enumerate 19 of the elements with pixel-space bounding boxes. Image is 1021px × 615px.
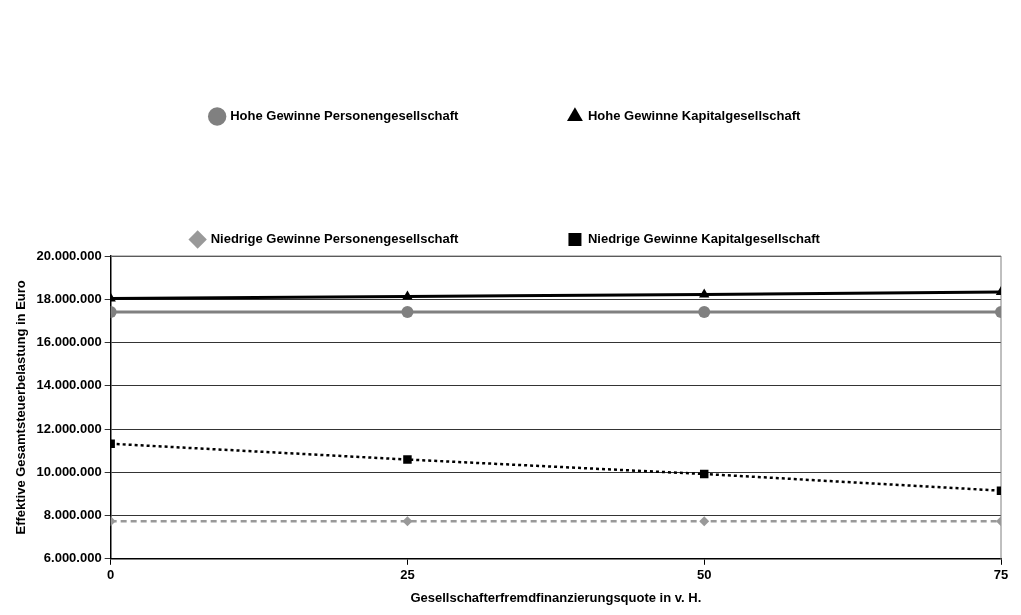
y-tick-label: 14.000.000 bbox=[36, 377, 102, 393]
y-tick-label: 18.000.000 bbox=[36, 290, 102, 306]
legend-label: Hohe Gewinne Personengesellschaft bbox=[230, 108, 460, 124]
point bbox=[403, 455, 412, 464]
y-tick-label: 6.000.000 bbox=[43, 550, 102, 566]
x-tick-label: 25 bbox=[400, 567, 415, 583]
y-tick-label: 10.000.000 bbox=[36, 463, 102, 479]
legend-label: Niedrige Gewinne Personengesellschaft bbox=[210, 231, 460, 247]
legend-label: Hohe Gewinne Kapitalgesellschaft bbox=[587, 108, 802, 124]
y-tick-label: 16.000.000 bbox=[36, 334, 102, 350]
x-axis-title: Gesellschafterfremdfinanzierungsquote in v. H. bbox=[410, 589, 702, 605]
y-tick-label: 20.000.000 bbox=[36, 247, 102, 263]
x-tick-label: 0 bbox=[107, 567, 115, 583]
x-tick-label: 75 bbox=[993, 567, 1009, 583]
y-axis-title: Effektive Gesamtsteuerbelastung in Euro bbox=[13, 280, 29, 535]
legend-label: Niedrige Gewinne Kapitalgesellschaft bbox=[587, 231, 821, 247]
y-tick-label: 8.000.000 bbox=[43, 507, 102, 523]
y-tick-label: 12.000.000 bbox=[36, 420, 102, 436]
x-tick-label: 50 bbox=[696, 567, 712, 583]
